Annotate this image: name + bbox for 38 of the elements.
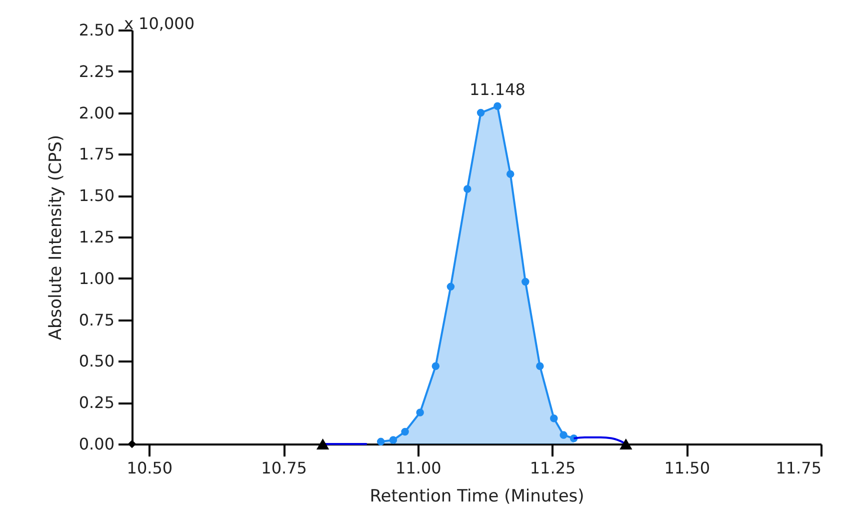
y-tick-label: 0.75 — [78, 310, 114, 330]
x-tick-label: 10.50 — [126, 458, 173, 478]
y-tick-label: 0.00 — [78, 434, 114, 454]
point — [550, 414, 558, 422]
point — [494, 102, 502, 110]
y-tick-label: 1.75 — [78, 144, 114, 164]
annotation: x 10,000 — [124, 14, 195, 33]
y-axis-title: Absolute Intensity (CPS) — [46, 134, 66, 340]
y-tick-label: 0.25 — [78, 393, 114, 412]
y-tick-label: 2.25 — [78, 62, 114, 81]
point — [560, 431, 568, 439]
point — [389, 436, 398, 444]
point — [446, 282, 455, 291]
annotation: 11.148 — [469, 80, 526, 100]
point — [316, 438, 330, 450]
point — [376, 438, 385, 446]
x-tick-label: 10.75 — [261, 458, 307, 478]
y-tick-label: 0.50 — [78, 352, 114, 371]
x-tick-label: 11.25 — [530, 458, 576, 478]
x-tick-label: 11.00 — [396, 458, 442, 478]
point — [401, 428, 409, 436]
y-tick-label: 1.00 — [78, 268, 114, 288]
y-tick-label: 1.50 — [78, 186, 114, 206]
y-tick-label: 1.25 — [78, 228, 114, 246]
y-tick-label: 2.00 — [78, 103, 114, 122]
point — [416, 408, 424, 416]
x-tick-label: 11.75 — [776, 458, 822, 478]
point — [522, 278, 530, 286]
x-axis-title: Retention Time (Minutes) — [370, 486, 584, 506]
point — [128, 440, 136, 448]
point — [432, 362, 440, 370]
point — [620, 438, 632, 450]
point — [463, 185, 472, 193]
y-tick-label: 2.50 — [78, 20, 114, 40]
x-tick-label: 11.50 — [664, 458, 710, 478]
point — [476, 108, 485, 117]
point — [506, 170, 514, 178]
point — [536, 362, 544, 370]
